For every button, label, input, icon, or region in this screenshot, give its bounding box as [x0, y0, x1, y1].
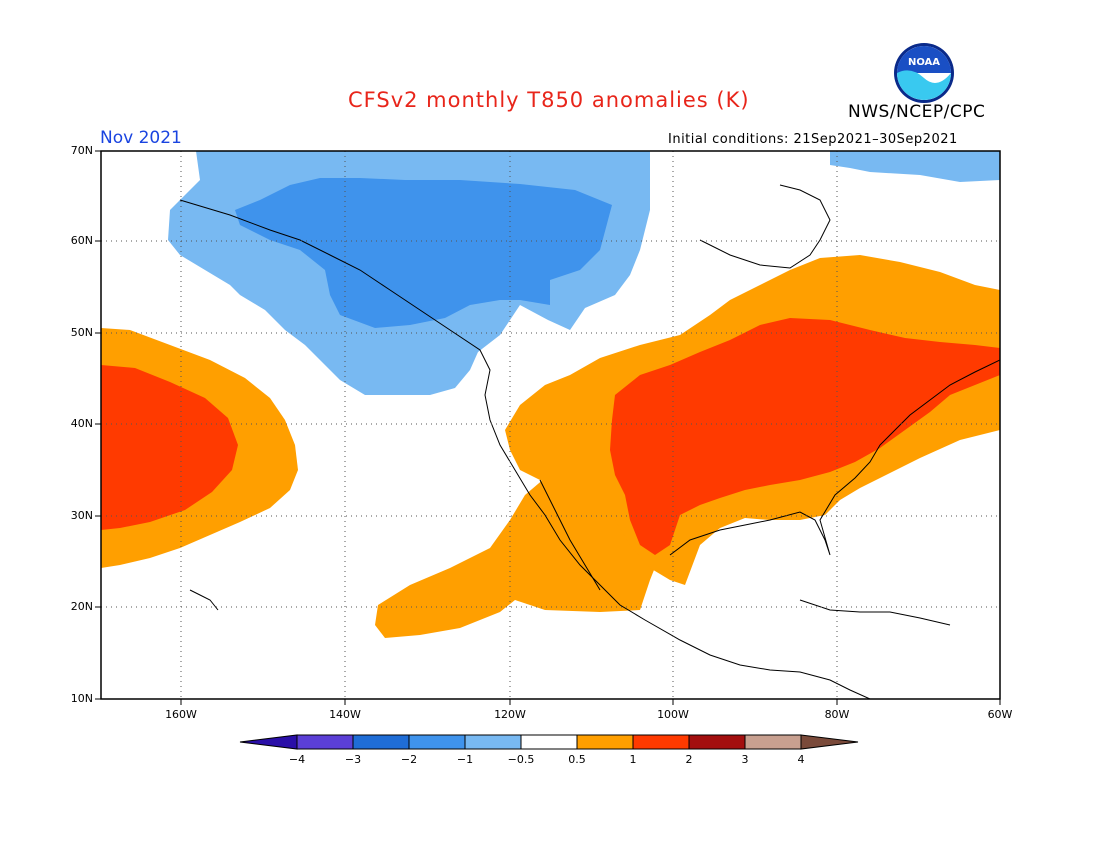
lon-label: 140W [329, 708, 361, 721]
colorbar-label: 1 [629, 753, 637, 766]
colorbar-swatch [688, 734, 746, 750]
warm-core-east [610, 318, 1000, 555]
lat-label: 30N [70, 509, 93, 522]
colorbar-label: −1 [456, 753, 474, 766]
lat-label: 40N [70, 417, 93, 430]
colorbar-swatch [408, 734, 466, 750]
warm-region-mexico [375, 470, 660, 638]
colorbar [239, 734, 859, 750]
colorbar-swatch [576, 734, 634, 750]
cool-region-arctic [830, 151, 1000, 182]
colorbar-swatch [632, 734, 690, 750]
lat-label: 20N [70, 600, 93, 613]
colorbar-swatch [352, 734, 410, 750]
lat-label: 10N [70, 692, 93, 705]
colorbar-label: −0.5 [507, 753, 535, 766]
colorbar-label: 3 [741, 753, 749, 766]
lat-label: 70N [70, 144, 93, 157]
colorbar-arrow-high [800, 734, 859, 750]
agency-label: NWS/NCEP/CPC [848, 102, 986, 122]
coastline-baja [539, 479, 601, 591]
lon-label: 120W [494, 708, 526, 721]
lon-label: 160W [165, 708, 197, 721]
colorbar-swatch [520, 734, 578, 750]
lon-label: 80W [824, 708, 850, 721]
coastline-gulf-atlantic [669, 359, 1000, 556]
coastline-hudson [699, 184, 831, 269]
colorbar-swatch [744, 734, 802, 750]
warm-core-pacific [101, 365, 238, 530]
svg-text:NOAA: NOAA [908, 57, 940, 68]
initial-conditions: Initial conditions: 21Sep2021–30Sep2021 [668, 132, 958, 147]
colorbar-label: 2 [685, 753, 693, 766]
coastline-caribbean [799, 599, 951, 626]
colorbar-swatch [464, 734, 522, 750]
colorbar-label: −2 [400, 753, 418, 766]
colorbar-arrow-low [239, 734, 298, 750]
chart-title: CFSv2 monthly T850 anomalies (K) [348, 88, 750, 112]
lat-label: 50N [70, 326, 93, 339]
coastline-pacific-na [179, 199, 871, 699]
lon-label: 60W [987, 708, 1013, 721]
colorbar-swatch [296, 734, 354, 750]
colorbar-label: −4 [288, 753, 306, 766]
colorbar-label: −3 [344, 753, 362, 766]
colorbar-label: 0.5 [568, 753, 586, 766]
cool-core-alaska [235, 178, 612, 328]
lat-label: 60N [70, 234, 93, 247]
lon-label: 100W [657, 708, 689, 721]
forecast-month: Nov 2021 [100, 128, 182, 148]
coastline-hawaii [189, 589, 219, 611]
noaa-logo: NOAA [894, 43, 954, 103]
colorbar-label: 4 [797, 753, 805, 766]
